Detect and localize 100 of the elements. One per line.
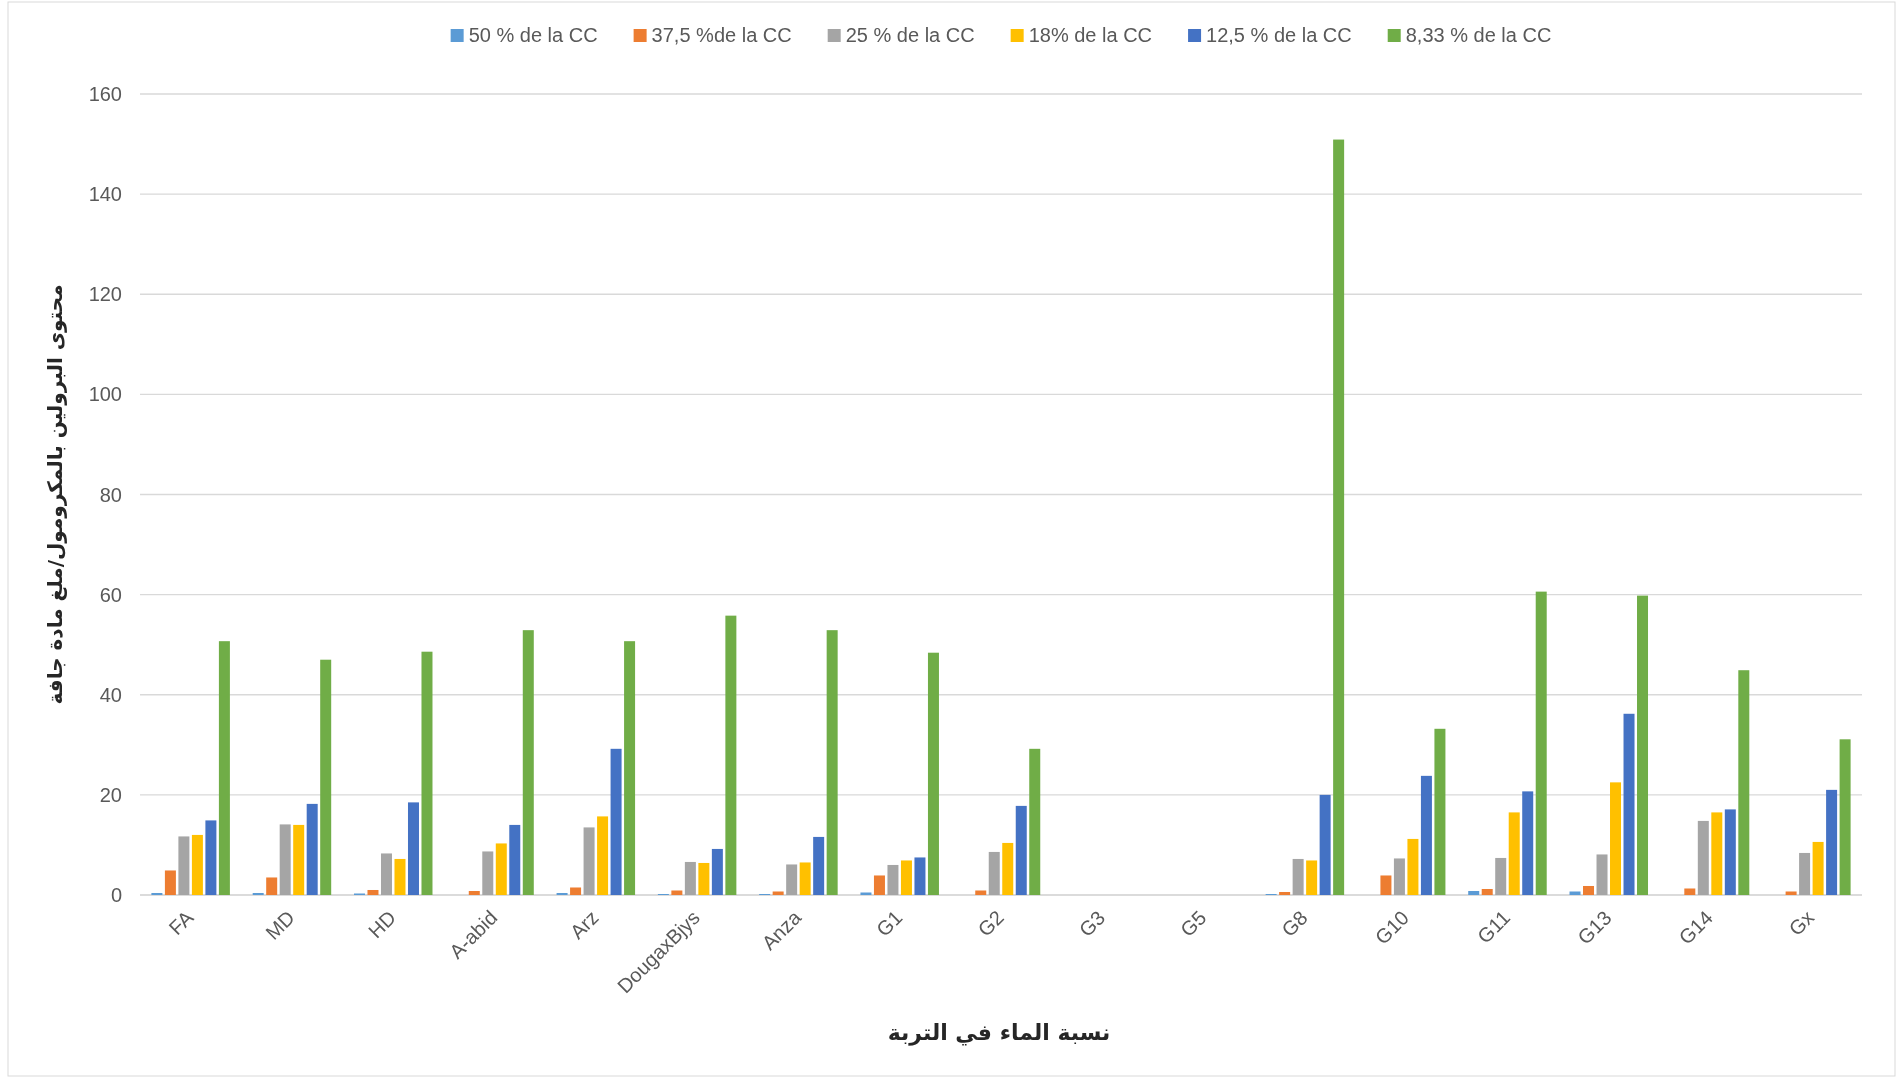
bar	[1596, 854, 1608, 895]
legend-label: 12,5 % de la CC	[1206, 24, 1352, 46]
legend-label: 18% de la CC	[1028, 24, 1153, 46]
bar	[698, 862, 710, 895]
bar	[1393, 858, 1405, 895]
x-tick-label: G10	[1370, 906, 1413, 949]
bar	[1279, 892, 1291, 895]
bar	[495, 843, 507, 895]
bar	[1468, 891, 1480, 895]
bar	[1583, 885, 1595, 895]
bar	[1785, 891, 1797, 895]
x-tick-label: G1	[872, 906, 907, 941]
y-tick-label: 160	[88, 83, 122, 105]
x-tick-label: G3	[1074, 906, 1110, 941]
bar	[522, 630, 534, 895]
bar	[306, 803, 318, 895]
bar	[191, 834, 203, 895]
y-axis-title: محتوى البرولين بالمكرومول/ملغ مادة جافة	[43, 284, 67, 705]
bar	[205, 820, 217, 895]
bar	[178, 836, 190, 895]
bar	[725, 615, 737, 895]
bar	[380, 853, 392, 895]
bar	[367, 889, 379, 895]
bar	[900, 860, 912, 895]
x-tick-label: HD	[364, 906, 401, 943]
bar	[1522, 791, 1534, 895]
y-tick-label: 20	[99, 783, 122, 806]
bar	[279, 824, 291, 895]
bar	[610, 748, 622, 895]
bar	[1015, 805, 1027, 895]
x-tick-label: G8	[1277, 906, 1312, 941]
bar	[583, 827, 595, 895]
legend-label: 37,5 %de la CC	[651, 24, 792, 46]
bar	[1420, 775, 1432, 895]
bar	[1738, 670, 1750, 895]
bar	[1637, 595, 1649, 895]
bar	[887, 864, 899, 895]
bar	[671, 890, 683, 895]
bar	[1333, 139, 1345, 895]
bar	[1380, 875, 1392, 895]
legend-label: 8,33 % de la CC	[1405, 24, 1552, 46]
x-tick-label: G11	[1473, 906, 1515, 948]
bar	[975, 890, 987, 895]
x-tick-label: MD	[261, 906, 299, 944]
bar	[421, 651, 433, 895]
y-tick-label: 40	[99, 683, 122, 706]
bar	[1799, 852, 1811, 895]
bar	[1826, 789, 1838, 895]
bar	[684, 861, 696, 895]
bar	[509, 824, 521, 895]
bar	[1839, 739, 1851, 895]
x-tick-label: G13	[1573, 906, 1616, 949]
bar	[1569, 891, 1581, 895]
bar	[320, 659, 332, 895]
y-tick-label: 140	[88, 183, 122, 206]
legend-label: 25 % de la CC	[845, 24, 975, 46]
bar	[1434, 728, 1446, 895]
bar	[799, 862, 811, 895]
bar	[914, 857, 926, 895]
bar	[1407, 838, 1419, 895]
bar	[826, 630, 838, 895]
bar	[482, 851, 494, 895]
x-tick-label: G14	[1674, 906, 1717, 949]
bar	[468, 891, 480, 895]
bar	[266, 877, 278, 895]
bar	[1029, 748, 1041, 895]
bar	[624, 641, 636, 895]
bar	[927, 652, 939, 895]
legend-label: 50 % de la CC	[468, 24, 598, 46]
bar	[1319, 794, 1331, 895]
bar	[570, 887, 582, 895]
bar	[1711, 812, 1723, 895]
x-tick-label: Arz	[565, 906, 603, 944]
x-tick-label: FA	[164, 905, 198, 940]
bar	[988, 851, 1000, 895]
bar	[786, 864, 798, 895]
bar	[1697, 820, 1709, 895]
x-tick-label: G5	[1175, 906, 1211, 941]
bar	[407, 802, 419, 895]
bar	[1481, 888, 1493, 895]
x-tick-label: Gx	[1784, 906, 1819, 940]
bar	[1495, 857, 1507, 895]
bar	[873, 875, 885, 895]
bar	[394, 858, 406, 895]
y-tick-label: 0	[110, 884, 122, 906]
bar	[164, 870, 176, 895]
bar	[597, 816, 609, 895]
bar	[1724, 809, 1736, 895]
bar	[1623, 713, 1635, 895]
bar	[813, 836, 825, 895]
bar	[1508, 812, 1520, 895]
y-tick-label: 120	[88, 283, 122, 306]
y-tick-label: 80	[99, 483, 122, 506]
bar	[1306, 860, 1318, 895]
x-axis-title: نسبة الماء في التربة	[887, 1020, 1111, 1046]
bar	[1812, 841, 1824, 895]
bar	[711, 848, 723, 895]
bar	[218, 641, 230, 895]
bar	[1684, 888, 1696, 895]
bar	[293, 824, 305, 895]
